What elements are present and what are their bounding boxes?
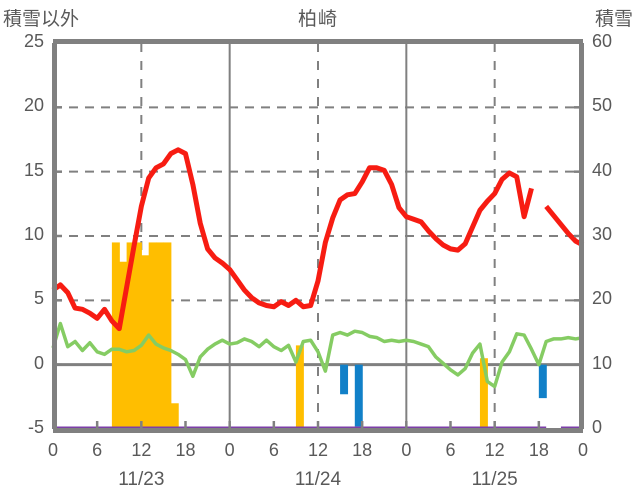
- x-axis-tick: 0: [401, 440, 412, 460]
- y-axis-tick-right: 60: [592, 31, 613, 51]
- wind-line: [51, 321, 584, 389]
- snowfall-bar: [538, 364, 547, 399]
- y-axis-tick-left: -5: [27, 417, 44, 437]
- y-axis-tick-left: 5: [33, 288, 44, 309]
- x-axis-tick: 6: [445, 440, 456, 460]
- snowfall-bar: [340, 364, 349, 395]
- x-axis-tick: 6: [92, 440, 103, 460]
- y-axis-tick-left: 15: [23, 159, 44, 180]
- snowfall-bar: [354, 364, 363, 427]
- x-axis-tick: 18: [175, 440, 196, 460]
- precipitation-bar: [119, 261, 128, 429]
- x-axis-tick: 12: [307, 440, 329, 460]
- precipitation-bar: [163, 242, 172, 429]
- precipitation-bar: [133, 242, 142, 429]
- left-axis-title: 積雪以外: [3, 9, 80, 30]
- y-axis-tick-right: 0: [592, 417, 603, 437]
- x-axis-tick: 6: [268, 440, 279, 460]
- chart-title: 柏崎: [297, 9, 338, 30]
- y-axis-tick-right: 10: [592, 352, 613, 373]
- precipitation-bar: [148, 242, 157, 429]
- x-axis-tick: 12: [131, 440, 152, 460]
- x-axis-day-label: 11/23: [118, 469, 165, 490]
- precipitation-bar: [479, 358, 488, 429]
- x-axis-day-label: 11/25: [471, 469, 518, 490]
- precipitation-bar: [156, 242, 165, 429]
- x-axis-tick: 18: [528, 440, 549, 460]
- right-axis-title: 積雪: [594, 9, 633, 30]
- precipitation-bar: [170, 403, 179, 429]
- precipitation-bar: [126, 242, 135, 429]
- y-axis-tick-left: 25: [23, 31, 44, 51]
- y-axis-tick-left: 20: [23, 95, 44, 116]
- precipitation-bar: [295, 345, 304, 429]
- y-axis-tick-left: 0: [33, 352, 44, 373]
- y-axis-tick-left: 10: [23, 224, 44, 244]
- y-axis-tick-right: 50: [592, 95, 613, 116]
- x-axis-tick: 0: [577, 440, 588, 460]
- y-axis-tick-right: 30: [592, 224, 613, 244]
- temperature-line: [51, 147, 534, 332]
- x-axis-day-label: 11/24: [294, 469, 342, 490]
- y-axis-tick-right: 40: [592, 159, 613, 180]
- x-axis-tick: 18: [352, 440, 373, 460]
- y-axis-tick-right: 20: [592, 288, 613, 309]
- x-axis-tick: 0: [224, 440, 235, 460]
- x-axis-tick: 0: [47, 440, 58, 460]
- temperature-line: [544, 204, 585, 248]
- x-axis-tick: 12: [484, 440, 505, 460]
- precipitation-bar: [111, 242, 120, 429]
